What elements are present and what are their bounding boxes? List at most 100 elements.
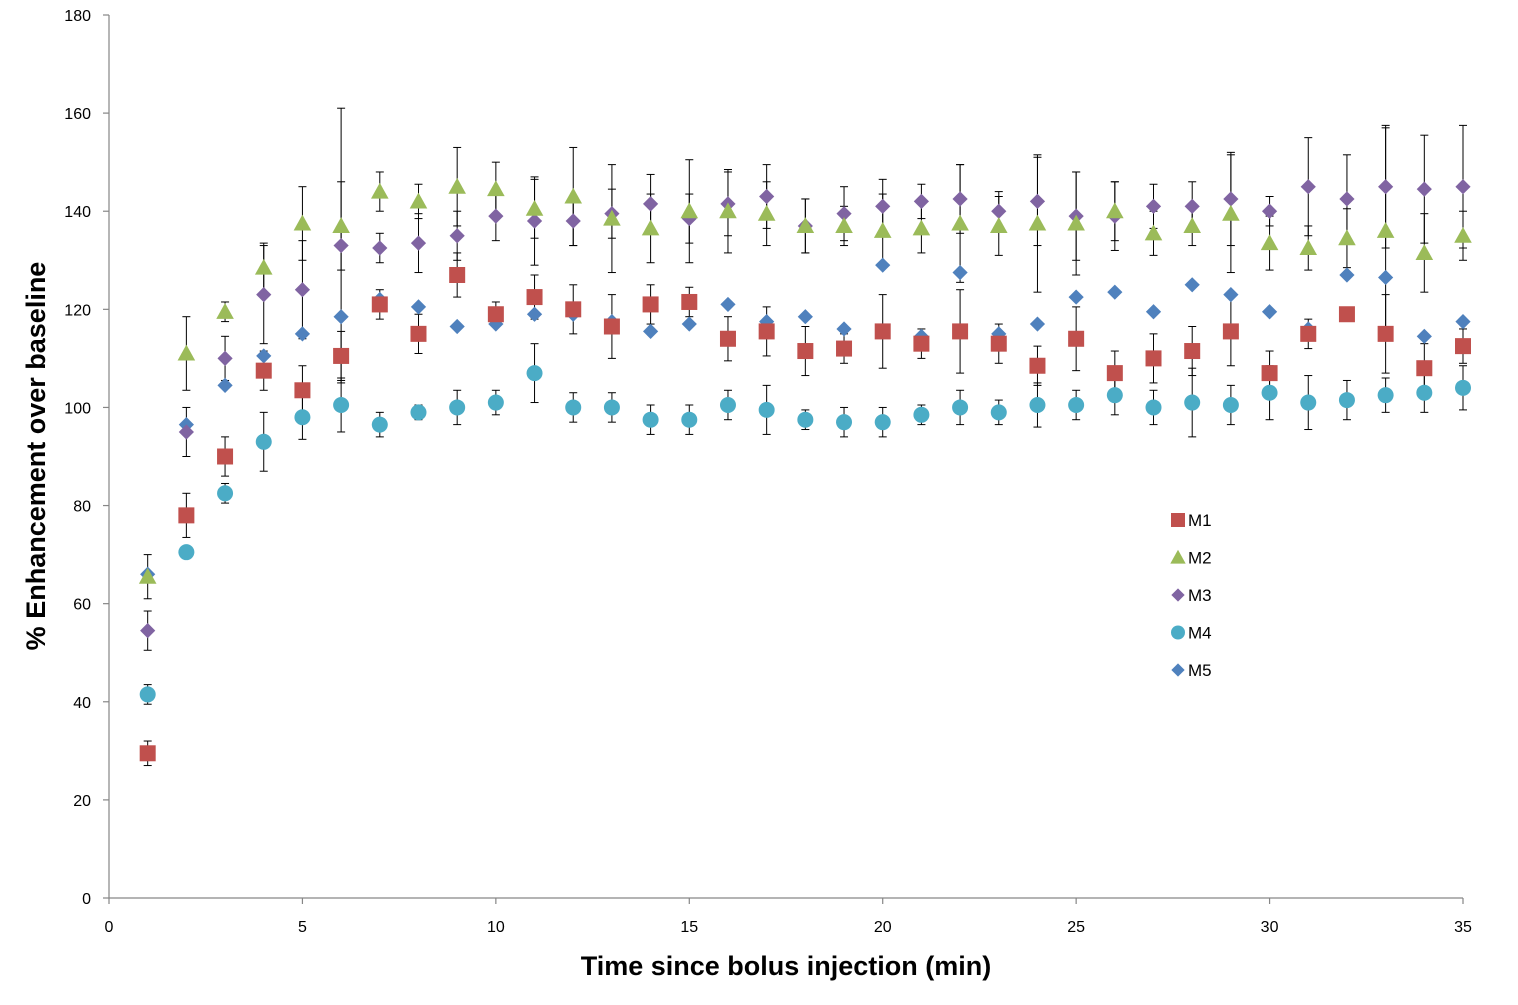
point-m1 — [526, 289, 543, 306]
point-m1 — [990, 335, 1007, 352]
point-m1 — [642, 296, 659, 313]
point-m3 — [1184, 198, 1200, 214]
point-m4 — [874, 414, 891, 431]
point-m4 — [178, 544, 195, 561]
x-tick-label: 30 — [1261, 919, 1279, 936]
point-m4 — [1068, 396, 1085, 413]
legend-marker-m3 — [1171, 588, 1185, 602]
point-m1 — [178, 507, 195, 524]
point-m4 — [1261, 384, 1278, 401]
point-m5 — [333, 309, 349, 325]
x-axis-ticks: 0 5 10 15 20 25 30 35 — [105, 898, 1472, 936]
point-m4 — [1106, 387, 1123, 404]
legend-marker-m4 — [1171, 625, 1185, 640]
point-m2 — [293, 214, 312, 231]
point-m2 — [873, 222, 892, 238]
point-m2 — [989, 217, 1008, 233]
point-m1 — [952, 323, 969, 340]
point-m2 — [1222, 204, 1240, 221]
y-tick-label: 100 — [64, 400, 91, 417]
point-m2 — [216, 302, 234, 319]
point-m4 — [1300, 394, 1317, 411]
point-m3 — [217, 350, 233, 366]
point-m4 — [410, 404, 427, 421]
point-m1 — [797, 343, 814, 360]
y-tick-label: 180 — [64, 8, 91, 25]
point-m5 — [1068, 289, 1084, 305]
point-m2 — [835, 217, 853, 233]
point-m2 — [409, 192, 428, 209]
point-m2 — [912, 219, 931, 236]
point-m2 — [177, 344, 196, 361]
point-m5 — [217, 377, 233, 393]
point-m4 — [371, 416, 388, 433]
point-m1 — [1184, 343, 1201, 360]
point-m2 — [448, 177, 466, 194]
point-m5 — [836, 321, 852, 337]
point-m3 — [565, 213, 581, 229]
point-m1 — [1029, 357, 1046, 374]
point-m2 — [525, 199, 544, 216]
point-m4 — [565, 399, 582, 416]
point-m3 — [952, 191, 968, 207]
point-m3 — [1455, 179, 1471, 195]
point-m5 — [875, 257, 891, 273]
point-m4 — [1416, 384, 1433, 401]
legend-label-m4: M4 — [1188, 624, 1212, 643]
point-m1 — [487, 306, 504, 323]
point-m5 — [410, 299, 427, 315]
point-m2 — [796, 217, 815, 233]
point-m3 — [1339, 191, 1355, 207]
point-m4 — [294, 409, 311, 426]
point-m4 — [1377, 387, 1394, 404]
x-tick-label: 0 — [105, 919, 114, 936]
point-m5 — [643, 323, 659, 340]
point-m1 — [1145, 350, 1162, 367]
point-m2 — [1183, 217, 1201, 233]
point-m5 — [256, 348, 272, 364]
point-m5 — [1029, 316, 1046, 332]
point-m4 — [449, 399, 466, 416]
point-m2 — [680, 202, 699, 219]
x-tick-label: 20 — [874, 919, 892, 936]
point-m5 — [1107, 284, 1123, 300]
point-m2 — [719, 202, 737, 219]
point-m4 — [642, 411, 659, 428]
point-m4 — [913, 406, 930, 423]
point-m3 — [1223, 191, 1239, 207]
point-m1 — [758, 323, 775, 340]
point-m1 — [139, 745, 156, 762]
y-tick-label: 140 — [64, 204, 91, 221]
legend: M1 M2 M3 M4 M5 — [1170, 511, 1212, 680]
point-m3 — [410, 235, 427, 251]
point-m1 — [681, 293, 698, 310]
point-m5 — [1261, 304, 1278, 320]
y-tick-label: 20 — [73, 793, 91, 810]
point-m3 — [836, 206, 852, 222]
point-m5 — [1339, 267, 1355, 283]
point-m5 — [526, 306, 543, 322]
point-m5 — [294, 326, 311, 342]
point-m1 — [1068, 330, 1085, 347]
point-m4 — [217, 485, 234, 502]
point-m5 — [797, 309, 813, 325]
legend-label-m2: M2 — [1188, 549, 1212, 568]
y-tick-label: 40 — [73, 695, 91, 712]
point-m1 — [449, 266, 466, 283]
point-m4 — [1455, 379, 1471, 396]
point-m4 — [526, 365, 543, 382]
point-m3 — [913, 193, 929, 210]
y-axis-ticks: 0 20 40 60 80 100 120 140 160 180 — [64, 8, 109, 908]
point-m2 — [138, 567, 157, 584]
point-m4 — [758, 401, 775, 418]
point-m5 — [1416, 328, 1432, 344]
point-m2 — [564, 187, 583, 204]
point-m5 — [449, 318, 465, 335]
point-m5 — [720, 296, 736, 313]
point-m2 — [1106, 202, 1124, 219]
point-m3 — [526, 213, 543, 229]
legend-marker-m1 — [1171, 513, 1185, 527]
point-m2 — [332, 217, 350, 233]
point-m2 — [1415, 244, 1434, 260]
